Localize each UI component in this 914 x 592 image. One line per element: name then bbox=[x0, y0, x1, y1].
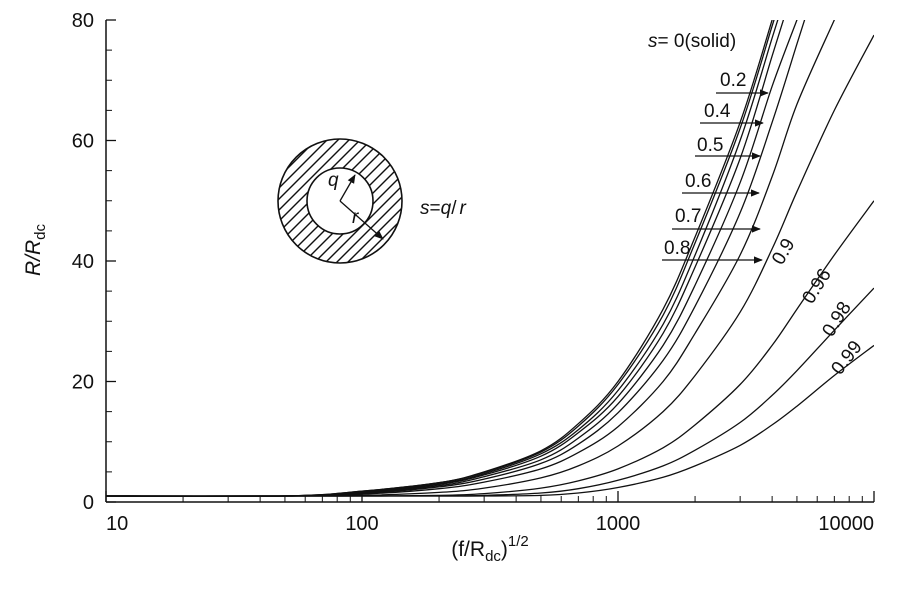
y-axis-title: R/Rdc bbox=[22, 223, 49, 276]
label-arrows bbox=[662, 89, 769, 264]
x-tick-label: 100 bbox=[345, 513, 378, 535]
series-line-8 bbox=[106, 200, 874, 497]
series-line-7 bbox=[106, 34, 874, 497]
x-tick-label: 10000 bbox=[818, 513, 874, 535]
label-0.2: 0.2 bbox=[720, 70, 746, 91]
inner-radius-arrow bbox=[339, 174, 356, 202]
x-axis-ticks: 10 100 1000 10000 bbox=[105, 491, 875, 535]
label-0.4: 0.4 bbox=[704, 101, 731, 122]
outer-radius-arrow bbox=[339, 200, 384, 240]
ratio-formula: s=q/r bbox=[420, 198, 466, 219]
y-tick-label: 60 bbox=[72, 131, 94, 153]
inner-radius-label: q bbox=[328, 170, 339, 191]
label-0.8: 0.8 bbox=[664, 238, 690, 259]
y-axis-ticks: 0 20 40 60 80 bbox=[72, 10, 116, 514]
series-line-10 bbox=[106, 344, 874, 497]
label-0.6: 0.6 bbox=[685, 171, 711, 192]
y-tick-label: 20 bbox=[72, 372, 94, 394]
outer-radius-label: r bbox=[352, 207, 359, 228]
x-tick-label: 10 bbox=[106, 513, 128, 535]
curve-labels: s= 0(solid) 0.2 0.4 0.5 0.6 0.7 0.8 0.9 … bbox=[648, 31, 867, 379]
series-line-9 bbox=[106, 287, 874, 497]
label-0.99: 0.99 bbox=[827, 337, 866, 379]
series-curves bbox=[106, 20, 874, 498]
series-line-6 bbox=[106, 20, 836, 497]
label-0.9: 0.9 bbox=[768, 235, 799, 268]
y-tick-label: 40 bbox=[72, 251, 94, 273]
outer-circle bbox=[277, 138, 403, 264]
label-0.98: 0.98 bbox=[818, 298, 855, 340]
x-tick-label: 1000 bbox=[596, 513, 641, 535]
label-0.7: 0.7 bbox=[675, 206, 701, 227]
axes: 10 100 1000 10000 0 20 40 60 80 bbox=[72, 10, 875, 535]
y-tick-label: 0 bbox=[83, 492, 94, 514]
y-tick-label: 80 bbox=[72, 10, 94, 32]
label-0.5: 0.5 bbox=[697, 135, 723, 156]
conductor-cross-section-inset: q r s=q/r bbox=[277, 138, 466, 264]
series-line-5 bbox=[106, 20, 806, 497]
label-0.96: 0.96 bbox=[798, 265, 835, 307]
x-axis-title: (f/Rdc)1/2 bbox=[451, 533, 529, 565]
label-s0-solid: s= 0(solid) bbox=[648, 31, 736, 52]
